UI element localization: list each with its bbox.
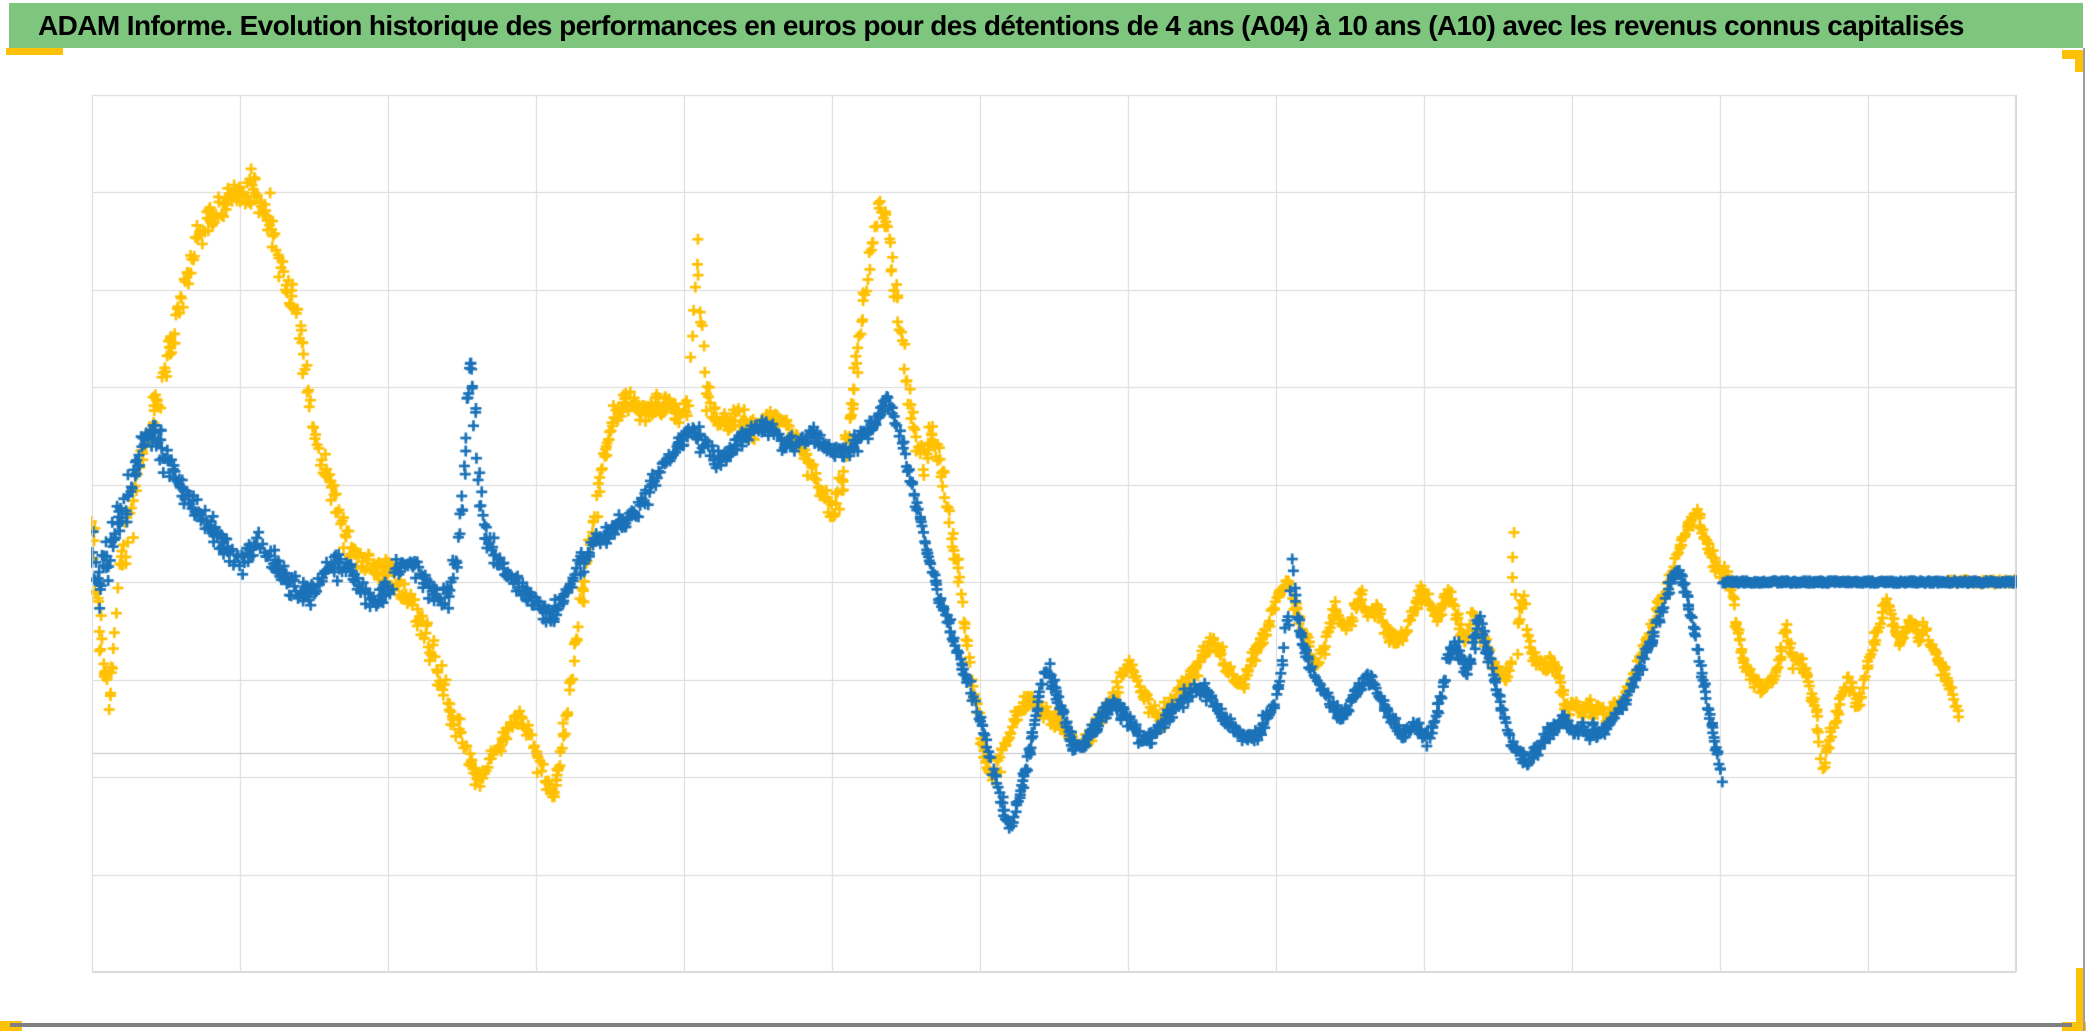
corner-accent-top-right-h: [2062, 50, 2084, 59]
page-title: ADAM Informe. Evolution historique des p…: [38, 9, 1964, 41]
corner-accent-top-right-v: [2075, 50, 2084, 72]
corner-accent-bottom-right-v: [2076, 968, 2084, 1031]
corner-accent-top-left: [6, 48, 63, 55]
footer-rule: [10, 1023, 2072, 1027]
scatter-plot-canvas: [91, 94, 2017, 973]
corner-accent-bottom-right-h: [2062, 1022, 2086, 1031]
title-bar: ADAM Informe. Evolution historique des p…: [9, 3, 2083, 48]
right-edge-divider: [2083, 48, 2085, 1031]
